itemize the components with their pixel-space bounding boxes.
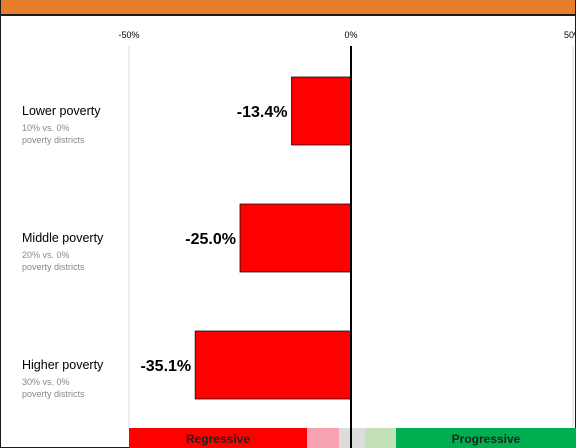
legend-progressive-label: Progressive bbox=[452, 432, 521, 446]
category-label-3: Higher poverty bbox=[22, 358, 104, 372]
x-tick-label-1: -50% bbox=[118, 30, 139, 40]
category-sublabel-3-b: poverty districts bbox=[22, 389, 85, 399]
category-sublabel-1-b: poverty districts bbox=[22, 135, 85, 145]
category-sublabel-1-a: 10% vs. 0% bbox=[22, 123, 70, 133]
bar-value-label-3: -35.1% bbox=[140, 358, 191, 375]
legend-progressive-block bbox=[396, 428, 576, 448]
top-accent-bar bbox=[0, 0, 576, 16]
x-tick-label-3: 50% bbox=[564, 30, 576, 40]
bar-value-label-2: -25.0% bbox=[185, 231, 236, 248]
category-label-1: Lower poverty bbox=[22, 104, 101, 118]
bar-1 bbox=[291, 76, 352, 146]
bar-value-label-1: -13.4% bbox=[237, 104, 288, 121]
legend-regressive-label: Regressive bbox=[186, 432, 250, 446]
bar-2 bbox=[239, 203, 352, 273]
legend-progressive-light-block bbox=[365, 428, 396, 448]
x-tick-label-2: 0% bbox=[344, 30, 357, 40]
category-sublabel-3-a: 30% vs. 0% bbox=[22, 377, 70, 387]
category-sublabel-2-b: poverty districts bbox=[22, 262, 85, 272]
bar-3 bbox=[194, 330, 352, 400]
category-label-2: Middle poverty bbox=[22, 231, 104, 245]
category-sublabel-2-a: 20% vs. 0% bbox=[22, 250, 70, 260]
legend-regressive-block bbox=[129, 428, 307, 448]
legend-regressive-light-block bbox=[307, 428, 339, 448]
